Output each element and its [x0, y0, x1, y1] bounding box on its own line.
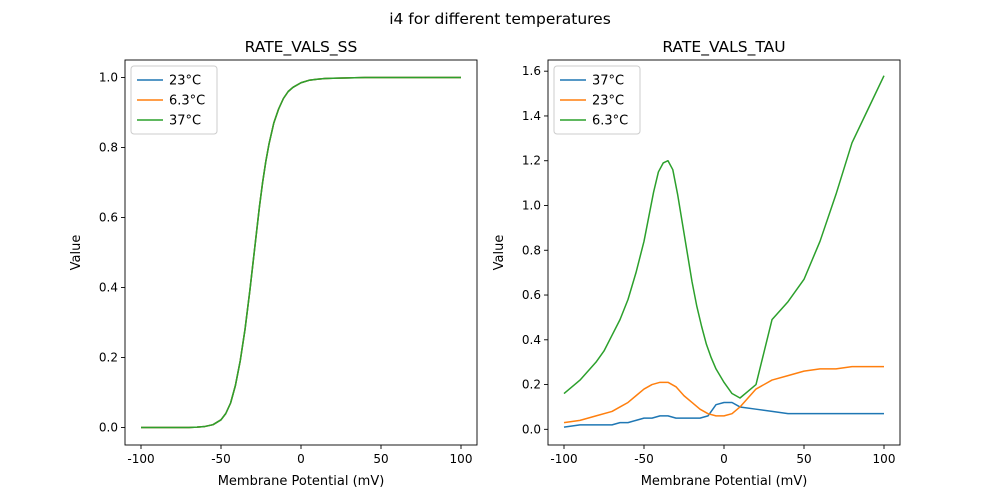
- x-axis-label: Membrane Potential (mV): [218, 474, 385, 489]
- legend-entry: 6.3°C: [592, 114, 628, 129]
- y-tick-label: 1.4: [522, 109, 541, 123]
- x-tick-label: -100: [550, 452, 577, 466]
- legend-entry: 37°C: [169, 114, 201, 129]
- y-tick-label: 0.0: [99, 421, 118, 435]
- panel-title: RATE_VALS_TAU: [662, 38, 785, 57]
- chart-panel-rate-vals-tau: RATE_VALS_TAU -100 -50 0 50 100 0.0 0.2 0.4 0.6 0.…: [492, 38, 901, 489]
- x-tick-label: -50: [634, 452, 654, 466]
- y-tick-label: 0.2: [99, 351, 118, 365]
- figure-suptitle: i4 for different temperatures: [389, 10, 611, 28]
- x-tick-label: -100: [127, 452, 154, 466]
- y-tick-label: 1.0: [99, 71, 118, 85]
- legend: 37°C 23°C 6.3°C: [553, 65, 641, 135]
- series-line-1: [563, 365, 884, 424]
- series-line-0: [563, 401, 884, 428]
- x-tick-label: 50: [373, 452, 388, 466]
- y-axis-label: Value: [492, 235, 507, 271]
- legend-entry: 37°C: [592, 74, 624, 89]
- x-tick-label: 100: [450, 452, 473, 466]
- x-tick-label: 50: [796, 452, 811, 466]
- legend-box: [553, 65, 641, 135]
- y-tick-label: 0.8: [99, 141, 118, 155]
- panel-title: RATE_VALS_SS: [245, 38, 358, 57]
- chart-panel-rate-vals-ss: RATE_VALS_SS -100 -50 0 50 100 0.0 0.2 0.4 0.6 0.8…: [69, 38, 478, 489]
- x-tick-label: 0: [720, 452, 728, 466]
- y-axis-label: Value: [69, 235, 84, 271]
- legend-entry: 23°C: [592, 94, 624, 109]
- y-tick-label: 0.2: [522, 378, 541, 392]
- series-line-2: [563, 75, 885, 399]
- x-tick-label: 0: [297, 452, 305, 466]
- y-tick-label: 0.6: [522, 288, 541, 302]
- y-tick-label: 0.0: [522, 422, 541, 436]
- y-tick-label: 1.2: [522, 154, 541, 168]
- y-tick-label: 1.0: [522, 198, 541, 212]
- legend-box: [130, 65, 218, 135]
- x-tick-label: -50: [211, 452, 231, 466]
- legend-entry: 6.3°C: [169, 94, 205, 109]
- x-axis-label: Membrane Potential (mV): [641, 474, 808, 489]
- series-line-2: [141, 76, 461, 429]
- legend: 23°C 6.3°C 37°C: [130, 65, 218, 135]
- x-tick-label: 100: [873, 452, 896, 466]
- y-tick-label: 0.8: [522, 243, 541, 257]
- series-group: [563, 75, 885, 428]
- y-tick-label: 0.6: [99, 211, 118, 225]
- y-tick-label: 1.6: [522, 64, 541, 78]
- y-tick-label: 0.4: [99, 281, 118, 295]
- legend-entry: 23°C: [169, 74, 201, 89]
- y-tick-label: 0.4: [522, 333, 541, 347]
- series-group: [141, 76, 461, 429]
